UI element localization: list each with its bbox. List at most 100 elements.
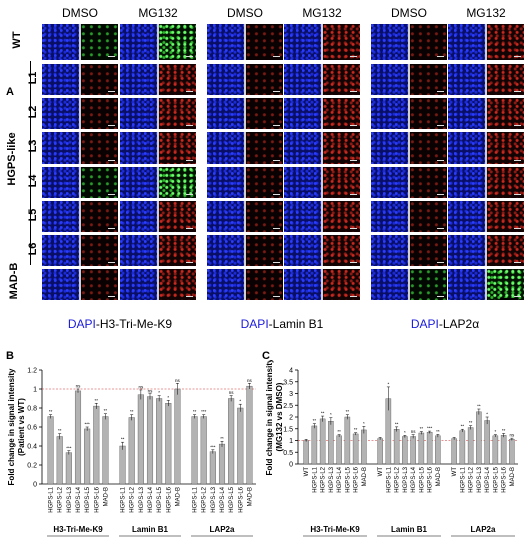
micrograph-scale-bar [186, 160, 193, 161]
channel-divider [79, 132, 81, 164]
micrograph-scale-bar [350, 194, 357, 195]
group-label: LAP2a [471, 525, 496, 534]
dapi-channel [42, 269, 79, 300]
stain-channel [159, 98, 196, 129]
x-tick-label: HGPS-L5 [419, 466, 425, 492]
bar [119, 445, 126, 485]
dapi-channel [207, 64, 244, 95]
x-tick-label: HGPS-L3 [139, 486, 145, 512]
dapi-channel [207, 132, 244, 164]
micrograph-scale-bar [437, 194, 444, 195]
bar [393, 429, 400, 465]
x-tick-label: HGPS-L1 [312, 466, 318, 492]
dapi-channel [120, 269, 157, 300]
caption-dapi: DAPI [410, 317, 439, 331]
micrograph-scale-bar [514, 262, 521, 263]
x-tick-label: WT [452, 467, 458, 477]
micrograph-scale-bar [108, 228, 115, 229]
micrograph-scale-bar [437, 91, 444, 92]
x-tick-label: HGPS-L5 [229, 486, 235, 512]
stain-channel [159, 64, 196, 95]
dapi-channel [120, 167, 157, 198]
x-tick-label: HGPS-L4 [76, 486, 82, 512]
bar [146, 396, 154, 485]
x-tick-label: HGPS-L4 [148, 486, 154, 512]
significance-marker: ns [148, 388, 154, 393]
bar [74, 390, 82, 485]
micrograph-l3-lamin-mg132 [284, 132, 360, 164]
stain-channel [487, 269, 524, 300]
significance-marker: ** [130, 409, 134, 414]
dapi-channel [448, 24, 485, 60]
dapi-channel [120, 98, 157, 129]
channel-divider [157, 269, 159, 300]
x-tick-label: WT [304, 467, 310, 477]
bar [156, 398, 163, 485]
bar [328, 421, 334, 465]
caption-dapi: DAPI [240, 317, 269, 331]
y-tick-label: 0.6 [27, 425, 37, 432]
column-header-dmso-2: DMSO [227, 6, 263, 20]
dapi-channel [207, 201, 244, 232]
stain-channel [487, 235, 524, 266]
dapi-channel [448, 269, 485, 300]
significance-marker: ns [76, 384, 82, 389]
y-axis-label: (MG132 vs DMSO) [275, 382, 284, 451]
significance-marker: ** [420, 426, 424, 431]
micrograph-l3-h3-mg132 [120, 132, 196, 164]
dapi-channel [42, 132, 79, 164]
significance-marker: * [158, 390, 160, 395]
x-tick-label: HGPS-L2 [395, 466, 401, 492]
micrograph-scale-bar [273, 160, 280, 161]
micrograph-scale-bar [514, 160, 521, 161]
bar [352, 433, 359, 465]
channel-divider [79, 64, 81, 95]
stain-channel [487, 64, 524, 95]
micrograph-scale-bar [186, 56, 193, 57]
stain-channel [159, 235, 196, 266]
stain-channel [323, 98, 360, 129]
x-tick-label: MAD-B [510, 467, 516, 486]
dapi-channel [284, 24, 321, 60]
micrograph-scale-bar [350, 91, 357, 92]
significance-marker: ** [337, 429, 341, 434]
bar [191, 416, 198, 485]
micrograph-l5-h3-mg132 [120, 201, 196, 232]
channel-divider [244, 201, 246, 232]
micrograph-scale-bar [273, 228, 280, 229]
channel-divider [157, 132, 159, 164]
channel-divider [79, 269, 81, 300]
stain-channel [487, 132, 524, 164]
dapi-channel [448, 64, 485, 95]
micrograph-l1-lamin-dmso [207, 64, 283, 95]
significance-marker: ns [229, 390, 235, 395]
micrograph-wt-h3-dmso [42, 24, 118, 60]
row-label-mad-b: MAD-B [8, 262, 20, 300]
y-tick-label: 0 [289, 462, 293, 469]
dapi-channel [284, 235, 321, 266]
group-label-hgps-like: HGPS-like [6, 132, 18, 186]
significance-marker: ** [104, 408, 108, 413]
dapi-channel [120, 201, 157, 232]
column-header-mg132-3: MG132 [466, 6, 506, 20]
channel-divider [485, 98, 487, 129]
bar [426, 432, 433, 465]
y-axis-label: Fold change in signal intensity [7, 368, 16, 485]
stain-channel [487, 167, 524, 198]
micrograph-scale-bar [350, 125, 357, 126]
micrograph-l1-lap2-dmso [371, 64, 447, 95]
micrograph-l3-lamin-dmso [207, 132, 283, 164]
micrograph-l3-lap2-dmso [371, 132, 447, 164]
bar [228, 398, 235, 485]
micrograph-scale-bar [186, 125, 193, 126]
channel-divider [485, 64, 487, 95]
x-tick-label: HGPS-L1 [193, 486, 199, 512]
y-tick-label: 4 [289, 368, 293, 375]
x-tick-label: HGPS-L3 [403, 466, 409, 492]
significance-marker: ** [313, 418, 317, 423]
dapi-channel [207, 167, 244, 198]
bar [476, 411, 482, 465]
micrograph-l4-lamin-mg132 [284, 167, 360, 198]
y-axis-label: (Patient vs WT) [17, 398, 26, 456]
x-tick-label: HGPS-L6 [354, 466, 360, 492]
